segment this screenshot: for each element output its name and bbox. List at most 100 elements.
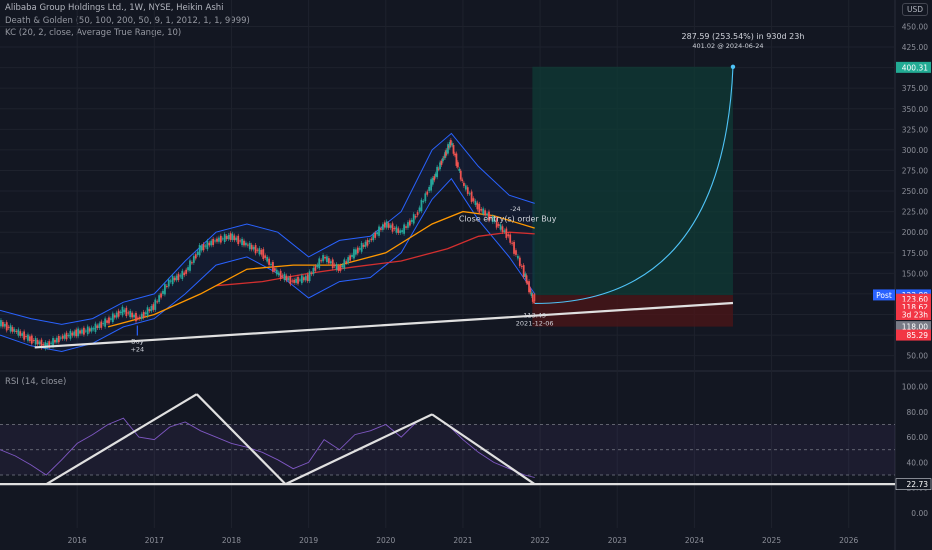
indicator-legend-death-golden[interactable]: Death & Golden (50, 100, 200, 50, 9, 1, … — [5, 16, 250, 26]
candle — [522, 265, 525, 277]
candle — [293, 279, 296, 283]
candle — [187, 267, 189, 271]
rsi-y-tick-label: 100.00 — [902, 383, 928, 392]
rsi-badge-label: 22.73 — [907, 480, 929, 489]
candle — [405, 226, 407, 228]
candle — [444, 152, 446, 158]
candle — [194, 254, 197, 259]
candle — [11, 327, 14, 332]
y-tick-label: 325.00 — [902, 125, 928, 134]
candle — [327, 258, 330, 264]
price-badge — [896, 293, 931, 305]
candle — [354, 249, 357, 255]
candle — [486, 213, 488, 216]
buy-label: Buy — [131, 338, 144, 346]
keltner-fill — [0, 133, 535, 352]
candle — [387, 223, 390, 228]
candle — [501, 226, 504, 232]
candle — [233, 235, 236, 241]
candle — [291, 280, 294, 282]
candle — [428, 186, 431, 192]
candle — [470, 191, 473, 202]
candle — [318, 258, 321, 269]
candle — [517, 255, 519, 259]
candle — [295, 278, 297, 283]
chart-title: Alibaba Group Holdings Ltd., 1W, NYSE, H… — [5, 3, 224, 13]
candle — [204, 245, 207, 247]
candle — [262, 249, 265, 259]
candle — [36, 339, 39, 345]
x-tick-label: 2025 — [762, 536, 781, 545]
x-tick-label: 2016 — [68, 536, 87, 545]
candle — [447, 144, 449, 154]
candle — [63, 334, 66, 339]
support-trendline — [34, 301, 734, 349]
candle — [123, 309, 126, 313]
candle — [443, 156, 446, 158]
candle — [353, 249, 355, 259]
candle — [525, 275, 528, 283]
candle — [489, 216, 492, 219]
candle — [100, 321, 103, 328]
candle — [19, 331, 22, 336]
candle — [133, 314, 135, 318]
candle — [531, 294, 534, 302]
candle — [331, 259, 334, 269]
x-tick-label: 2021 — [453, 536, 472, 545]
candle — [408, 220, 411, 226]
candle — [420, 199, 423, 212]
candle — [279, 270, 282, 280]
price-badge-label: 3d 23h — [902, 311, 928, 320]
candle — [202, 244, 205, 251]
candle — [56, 337, 58, 343]
candle — [347, 257, 350, 263]
candle — [314, 266, 317, 271]
candle — [252, 246, 255, 250]
candle — [144, 312, 147, 314]
low-date-label: 2021-12-06 — [516, 319, 554, 327]
candle — [266, 256, 269, 262]
projection-end-point — [730, 64, 736, 69]
candle — [439, 162, 441, 170]
candle — [456, 162, 459, 168]
candle — [442, 158, 444, 162]
currency-button[interactable]: USD — [902, 3, 929, 16]
candle — [451, 143, 453, 146]
candle — [162, 290, 164, 294]
candle — [370, 238, 373, 241]
candle — [23, 331, 26, 340]
y-tick-label: 50.00 — [907, 352, 929, 361]
candle — [452, 145, 455, 154]
candle — [391, 223, 394, 232]
candle — [127, 312, 130, 314]
candle — [376, 232, 378, 235]
candle — [160, 293, 162, 298]
candle — [167, 279, 170, 287]
y-tick-label: 175.00 — [902, 249, 928, 258]
low-value-label: 113.43 — [523, 311, 546, 319]
candle — [121, 306, 124, 316]
candle — [459, 170, 462, 180]
candle — [189, 260, 191, 271]
candle — [81, 329, 83, 334]
candle — [326, 256, 328, 263]
candle — [397, 228, 400, 233]
candle — [69, 330, 72, 339]
close-qty-label: -24 — [510, 205, 521, 213]
y-tick-label: 275.00 — [902, 166, 928, 175]
candle — [472, 198, 475, 202]
price-badge — [896, 61, 931, 73]
candle — [324, 256, 326, 259]
y-tick-label: 250.00 — [902, 187, 928, 196]
candle — [179, 275, 182, 277]
candle — [518, 257, 521, 266]
candle — [497, 223, 500, 227]
rsi-trendline — [285, 413, 433, 486]
price-badge-label: 123.60 — [902, 295, 928, 304]
candle — [206, 240, 209, 250]
indicator-legend-keltner[interactable]: KC (20, 2, close, Average True Range, 10… — [5, 28, 182, 38]
keltner-upper-line — [0, 132, 535, 325]
candle — [503, 230, 506, 232]
indicator-legend-rsi[interactable]: RSI (14, close) — [5, 377, 67, 387]
